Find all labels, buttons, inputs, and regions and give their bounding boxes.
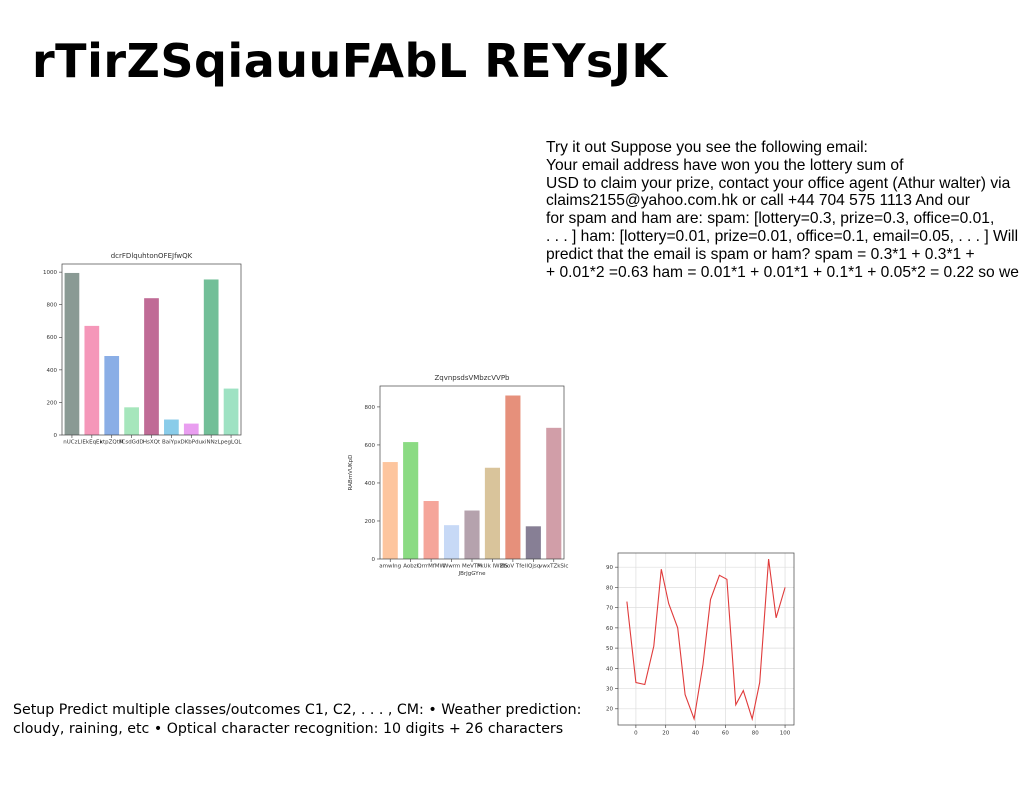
bar: [505, 395, 521, 559]
email-line: + 0.01*2 =0.63 ham = 0.01*1 + 0.01*1 + 0…: [546, 263, 1019, 281]
y-tick-label: 400: [47, 368, 58, 374]
x-tick-label: 100: [780, 731, 791, 737]
x-tick-label: IQjsq: [526, 564, 540, 570]
y-tick-label: 40: [606, 666, 613, 672]
email-line: . . . ] ham: [lottery=0.01, prize=0.01, …: [546, 227, 1019, 245]
bar: [84, 325, 100, 435]
y-tick-label: 80: [606, 585, 613, 591]
email-line: Try it out Suppose you see the following…: [546, 139, 868, 156]
plot-frame: [61, 263, 242, 436]
email-example-text: Try it out Suppose you see the following…: [546, 139, 1024, 281]
bar: [423, 501, 439, 559]
x-tick-label: DKbPdu: [180, 440, 202, 446]
y-tick-label: 20: [606, 707, 613, 713]
y-tick-label: 800: [47, 303, 58, 309]
email-line: USD to claim your prize, contact your of…: [546, 174, 1011, 192]
x-tick-label: fCsdGdD: [120, 440, 144, 446]
y-tick-label: 600: [47, 335, 58, 341]
x-tick-label: xiNNzL: [202, 440, 222, 446]
x-tick-label: lEkEqEk: [81, 440, 104, 446]
bar: [403, 442, 419, 559]
y-tick-label: 200: [365, 519, 376, 525]
bar: [164, 419, 179, 435]
y-tick-label: 800: [365, 405, 376, 411]
bar: [484, 467, 501, 559]
email-line: Your email address have won you the lott…: [546, 156, 904, 174]
y-tick-label: 600: [365, 443, 376, 449]
setup-line: Setup Predict multiple classes/outcomes …: [13, 702, 582, 718]
x-tick-label: 20: [662, 731, 669, 737]
x-tick-label: pegLQL: [221, 440, 243, 446]
chart-title: dcrFDlquhtonOFEJfwQK: [111, 252, 193, 260]
bar: [183, 423, 199, 435]
y-tick-label: 400: [365, 481, 376, 487]
email-line: predict that the email is spam or ham? s…: [546, 245, 975, 263]
bar-chart-2: ZqvnpsdsVMbzcVVPb amwIng Aobzl QrrrMfMWWwrm…: [348, 374, 568, 577]
setup-text: Setup Predict multiple classes/outcomes …: [13, 701, 593, 739]
bar-chart-1: dcrFDlquhtonOFEJfwQK nUCzL lEkEqEkxtpZQtMf…: [43, 252, 243, 446]
slide-title: rTirZSqiauuFAbL REYsJK: [32, 34, 668, 88]
x-tick-label: 40: [692, 731, 699, 737]
bar: [546, 427, 562, 559]
y-tick-label: 60: [606, 626, 613, 632]
x-tick-label: 80: [752, 731, 759, 737]
x-tick-label: vwxTZkSlc: [539, 564, 568, 570]
y-tick-label: 70: [606, 606, 613, 612]
bar: [104, 356, 120, 435]
x-tick-label: QrrrMfMW: [417, 564, 445, 570]
bar: [464, 510, 480, 559]
email-line: claims2155@yahoo.com.hk or call +44 704 …: [546, 192, 970, 210]
x-tick-label: ZboV Tfel: [500, 564, 527, 570]
x-tick-label: 0: [634, 731, 638, 737]
x-tick-label: 60: [722, 731, 729, 737]
x-tick-label: HsXQt: [143, 440, 161, 446]
x-tick-label: amwIng: [379, 564, 401, 570]
y-tick-label: 0: [54, 433, 58, 439]
bar: [144, 298, 159, 435]
y-tick-label: 200: [47, 400, 58, 406]
bar: [124, 407, 139, 435]
bar: [203, 279, 219, 435]
y-tick-label: 90: [606, 565, 613, 571]
plot-frame: [379, 385, 565, 560]
line-chart: 0 20 40 60 80 100 20 30 40 50 60 70 80 90: [606, 552, 795, 737]
x-tick-label: Aobzl: [403, 564, 418, 570]
bar: [382, 462, 398, 559]
y-tick-label: 30: [606, 687, 613, 693]
x-axis-label: JBrJgGYne: [458, 571, 487, 577]
x-tick-label: xtpZQtM: [100, 440, 124, 446]
bar: [525, 526, 541, 559]
bar: [443, 525, 460, 559]
email-line: for spam and ham are: spam: [lottery=0.3…: [546, 210, 995, 228]
series-line: [626, 559, 786, 722]
x-tick-label: nUCzL: [63, 440, 81, 446]
y-axis-label: RABmVUKpD: [348, 455, 354, 491]
x-tick-label: Wwrm: [443, 564, 460, 570]
setup-line: cloudy, raining, etc • Optical character…: [13, 721, 564, 737]
bar: [64, 272, 80, 435]
x-tick-label: MeVTM: [462, 564, 482, 570]
y-tick-label: 1000: [43, 270, 57, 276]
y-tick-label: 50: [606, 646, 613, 652]
y-tick-label: 0: [372, 557, 376, 563]
x-tick-label: PkUk IWMS: [477, 564, 508, 570]
plot-frame: [617, 552, 795, 726]
chart-title: ZqvnpsdsVMbzcVVPb: [434, 374, 510, 382]
bar: [223, 388, 239, 435]
x-tick-label: BaiYpx: [162, 440, 182, 446]
